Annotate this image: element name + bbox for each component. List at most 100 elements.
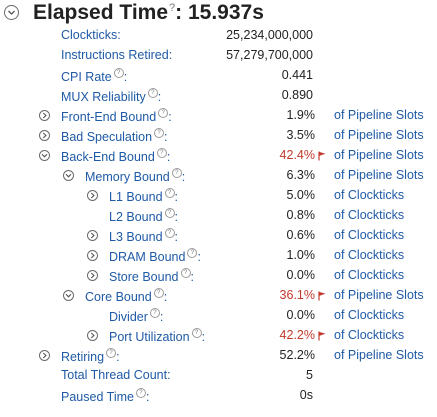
metric-value: 0.8% — [286, 208, 316, 222]
metric-value: 42.2% — [279, 328, 315, 342]
metric-label-text: L1 Bound — [109, 190, 163, 204]
metric-label: DRAM Bound?: — [109, 248, 201, 264]
metric-unit: of Clockticks — [334, 268, 405, 282]
metric-unit: of Pipeline Slots — [334, 148, 424, 162]
metric-value: 6.3% — [286, 168, 316, 182]
metric-value: 0s — [299, 388, 313, 402]
metric-label-text: Instructions Retired — [61, 48, 169, 62]
help-icon[interactable]: ? — [153, 288, 164, 298]
metric-row-divider: Divider?: 0.0% of Clockticks — [0, 306, 437, 326]
metric-label-text: Back-End Bound — [61, 150, 155, 164]
metric-value: 0.890 — [281, 88, 313, 102]
help-icon[interactable]: ? — [158, 108, 169, 118]
help-icon[interactable]: ? — [171, 168, 182, 178]
metric-label-text: Core Bound — [85, 290, 152, 304]
metric-label-text: Divider — [109, 310, 148, 324]
metric-value: 5.0% — [286, 188, 316, 202]
metric-label-text: Total Thread Count — [61, 368, 168, 382]
metric-value: 1.9% — [286, 108, 316, 122]
metric-label: Store Bound?: — [109, 268, 194, 284]
chevron-down-icon[interactable] — [39, 150, 50, 161]
help-icon[interactable]: ? — [164, 208, 175, 218]
metric-value: 3.5% — [286, 128, 316, 142]
help-icon[interactable]: ? — [187, 248, 198, 258]
metric-label-text: L3 Bound — [109, 230, 163, 244]
chevron-right-icon[interactable] — [87, 250, 98, 261]
elapsed-time-label: Elapsed Time — [33, 1, 169, 24]
help-icon[interactable]: ? — [147, 88, 158, 98]
metric-row-core-bound[interactable]: Core Bound?: 36.1% of Pipeline Slots — [0, 286, 437, 306]
help-icon[interactable]: ? — [191, 328, 202, 338]
metric-row-back-end-bound[interactable]: Back-End Bound?: 42.4% of Pipeline Slots — [0, 146, 437, 166]
metric-row-instructions-retired: Instructions Retired: 57,279,700,000 — [0, 46, 437, 66]
help-icon[interactable]: ? — [149, 308, 160, 318]
chevron-right-icon[interactable] — [87, 230, 98, 241]
help-icon[interactable]: ? — [180, 268, 191, 278]
metric-row-store-bound[interactable]: Store Bound?: 0.0% of Clockticks — [0, 266, 437, 286]
metric-label-text: MUX Reliability — [61, 90, 146, 104]
metric-label: L3 Bound?: — [109, 228, 179, 244]
metric-row-l3-bound[interactable]: L3 Bound?: 0.6% of Clockticks — [0, 226, 437, 246]
metric-row-front-end-bound[interactable]: Front-End Bound?: 1.9% of Pipeline Slots — [0, 106, 437, 126]
chevron-right-icon[interactable] — [87, 190, 98, 201]
metric-row-port-utilization[interactable]: Port Utilization?: 42.2% of Clockticks — [0, 326, 437, 346]
help-icon[interactable]: ? — [164, 228, 175, 238]
metric-label: Front-End Bound?: — [61, 108, 172, 124]
help-icon[interactable]: ? — [169, 2, 176, 14]
summary-header: Elapsed Time?: 15.937s — [0, 0, 437, 26]
metric-value: 0.6% — [286, 228, 316, 242]
metric-unit: of Clockticks — [334, 228, 405, 242]
metric-label-text: Memory Bound — [85, 170, 170, 184]
elapsed-time-title: Elapsed Time?: 15.937s — [33, 1, 264, 24]
metric-label: Bad Speculation?: — [61, 128, 168, 144]
metric-row-total-thread-count: Total Thread Count: 5 — [0, 366, 437, 386]
metric-unit: of Clockticks — [334, 248, 405, 262]
chevron-down-icon[interactable] — [63, 170, 74, 181]
metric-value: 57,279,700,000 — [226, 48, 313, 62]
chevron-down-icon[interactable] — [63, 290, 74, 301]
metric-label-text: DRAM Bound — [109, 250, 186, 264]
metric-label-text: Front-End Bound — [61, 110, 157, 124]
metric-value: 1.0% — [286, 248, 316, 262]
metric-label: L2 Bound?: — [109, 208, 179, 224]
metric-value: 0.0% — [286, 268, 316, 282]
metric-unit: of Pipeline Slots — [334, 168, 424, 182]
metric-unit: of Clockticks — [334, 208, 405, 222]
metric-value: 0.441 — [281, 68, 313, 82]
metric-unit: of Pipeline Slots — [334, 128, 424, 142]
chevron-right-icon[interactable] — [39, 350, 50, 361]
metric-label-text: Bad Speculation — [61, 130, 153, 144]
metric-row-memory-bound[interactable]: Memory Bound?: 6.3% of Pipeline Slots — [0, 166, 437, 186]
help-icon[interactable]: ? — [106, 348, 117, 358]
collapse-toggle-icon[interactable] — [4, 5, 19, 20]
help-icon[interactable]: ? — [156, 148, 167, 158]
metric-row-dram-bound[interactable]: DRAM Bound?: 1.0% of Clockticks — [0, 246, 437, 266]
chevron-right-icon[interactable] — [39, 110, 50, 121]
metric-label: Memory Bound?: — [85, 168, 186, 184]
metric-row-l2-bound: L2 Bound?: 0.8% of Clockticks — [0, 206, 437, 226]
metric-label: Port Utilization?: — [109, 328, 206, 344]
chevron-right-icon[interactable] — [39, 130, 50, 141]
help-icon[interactable]: ? — [164, 188, 175, 198]
metric-label-text: Retiring — [61, 350, 105, 364]
metric-label-text: CPI Rate — [61, 70, 112, 84]
elapsed-time-value: 15.937s — [187, 1, 264, 24]
metric-label-text: Port Utilization — [109, 330, 190, 344]
metric-label: Divider?: — [109, 308, 164, 324]
metric-row-bad-speculation[interactable]: Bad Speculation?: 3.5% of Pipeline Slots — [0, 126, 437, 146]
help-icon[interactable]: ? — [154, 128, 165, 138]
chevron-right-icon[interactable] — [87, 270, 98, 281]
metric-value: 52.2% — [279, 348, 315, 362]
metric-row-l1-bound[interactable]: L1 Bound?: 5.0% of Clockticks — [0, 186, 437, 206]
metric-unit: of Clockticks — [334, 328, 405, 342]
metric-label-text: Paused Time — [61, 390, 134, 404]
metric-label: Back-End Bound?: — [61, 148, 171, 164]
help-icon[interactable]: ? — [113, 68, 124, 78]
metric-label: MUX Reliability?: — [61, 88, 162, 104]
metric-value: 36.1% — [279, 288, 315, 302]
metric-row-retiring[interactable]: Retiring?: 52.2% of Pipeline Slots — [0, 346, 437, 366]
metric-label: CPI Rate?: — [61, 68, 128, 84]
chevron-right-icon[interactable] — [87, 330, 98, 341]
help-icon[interactable]: ? — [135, 388, 146, 398]
metric-unit: of Pipeline Slots — [334, 108, 424, 122]
